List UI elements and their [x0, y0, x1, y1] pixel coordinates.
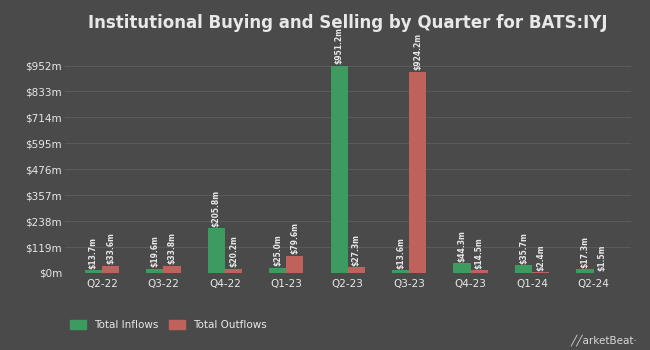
Text: $13.6m: $13.6m: [396, 237, 405, 269]
Bar: [454, 263, 471, 273]
Text: $205.8m: $205.8m: [212, 190, 221, 227]
Text: $2.4m: $2.4m: [536, 245, 545, 271]
Bar: [577, 269, 593, 273]
Text: $19.6m: $19.6m: [150, 236, 159, 267]
Text: $79.6m: $79.6m: [291, 222, 300, 254]
Bar: [515, 265, 532, 273]
Text: ╱╱arketBeat·: ╱╱arketBeat·: [570, 335, 637, 346]
Bar: [331, 66, 348, 273]
Bar: [392, 270, 410, 273]
Bar: [207, 228, 225, 273]
Text: $33.6m: $33.6m: [106, 232, 115, 264]
Bar: [84, 270, 102, 273]
Text: $27.3m: $27.3m: [352, 234, 361, 266]
Bar: [286, 256, 304, 273]
Bar: [348, 267, 365, 273]
Text: $14.5m: $14.5m: [474, 237, 484, 268]
Bar: [102, 266, 119, 273]
Text: $951.2m: $951.2m: [335, 27, 344, 64]
Text: $44.3m: $44.3m: [458, 230, 467, 262]
Text: $13.7m: $13.7m: [89, 237, 98, 269]
Text: $1.5m: $1.5m: [598, 245, 606, 271]
Legend: Total Inflows, Total Outflows: Total Inflows, Total Outflows: [70, 320, 266, 330]
Text: $17.3m: $17.3m: [580, 236, 590, 268]
Bar: [269, 267, 286, 273]
Title: Institutional Buying and Selling by Quarter for BATS:IYJ: Institutional Buying and Selling by Quar…: [88, 14, 608, 32]
Text: $33.8m: $33.8m: [168, 232, 176, 264]
Text: $924.2m: $924.2m: [413, 33, 423, 70]
Text: $20.2m: $20.2m: [229, 236, 238, 267]
Bar: [163, 266, 181, 273]
Bar: [471, 270, 488, 273]
Bar: [225, 268, 242, 273]
Text: $25.0m: $25.0m: [273, 234, 282, 266]
Text: $35.7m: $35.7m: [519, 232, 528, 264]
Bar: [410, 72, 426, 273]
Bar: [146, 269, 163, 273]
